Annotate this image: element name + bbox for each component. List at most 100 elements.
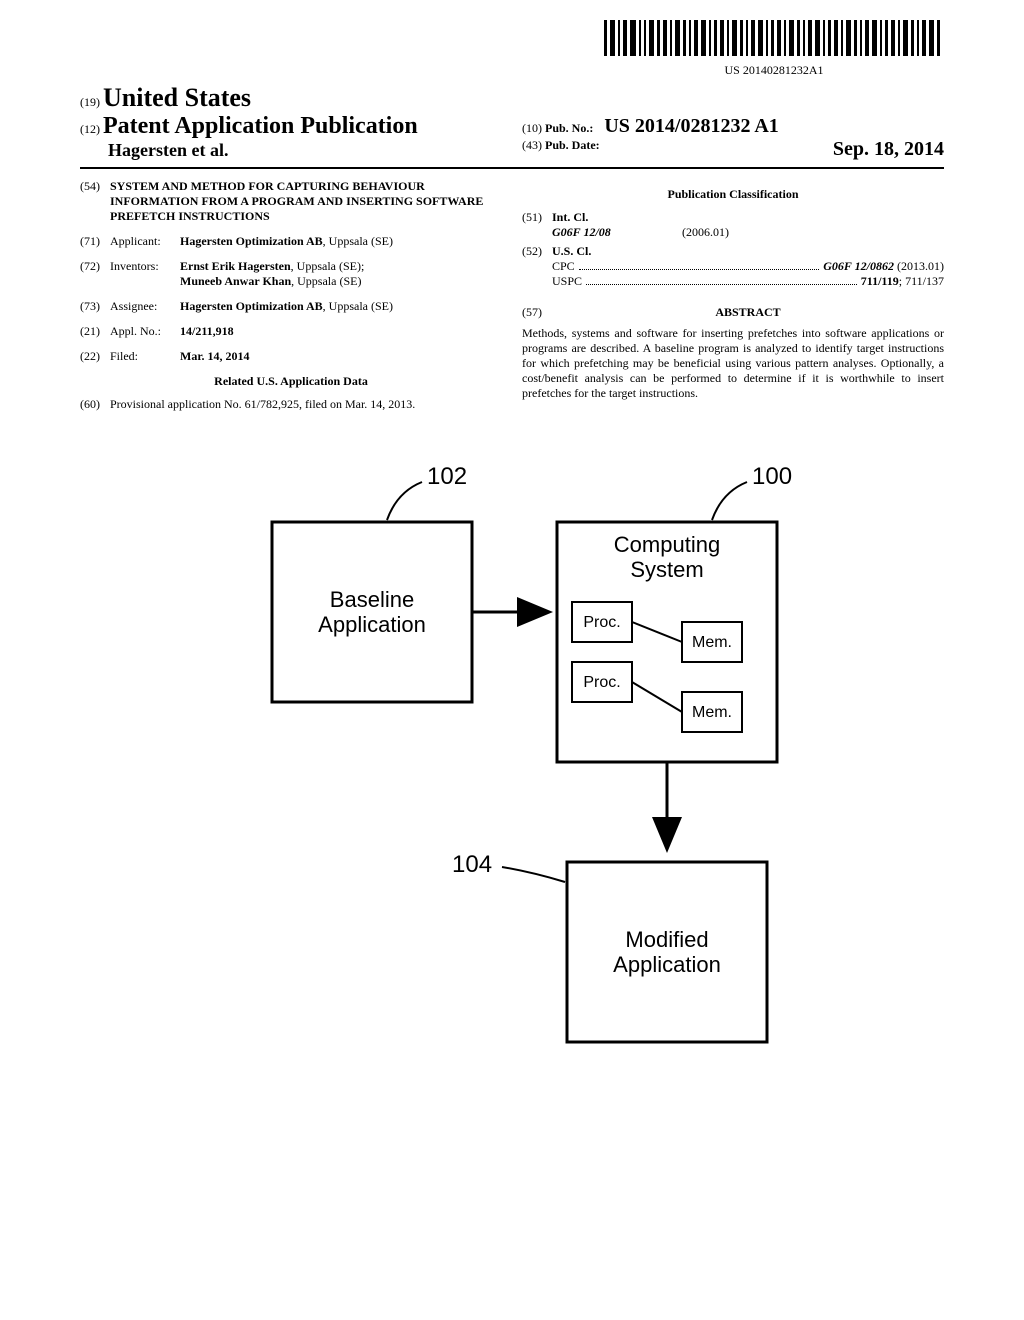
cpc-dots [579,268,820,270]
cpc-row: CPC G06F 12/0862 (2013.01) [552,259,944,274]
header-row: (19) United States (12) Patent Applicati… [80,83,944,169]
ref104-text: 104 [452,851,492,878]
pub-no-line: (10) Pub. No.: US 2014/0281232 A1 [522,115,944,138]
intcl-body: Int. Cl. G06F 12/08 (2006.01) [552,210,944,242]
intcl-num: (51) [522,210,552,242]
ref100-line [712,482,747,520]
provisional-text: Provisional application No. 61/782,925, … [110,397,502,412]
modified-text1: Modified [625,927,708,952]
assignee-num: (73) [80,299,110,314]
uspc-bold: 711/119 [861,274,899,288]
header-left: (19) United States (12) Patent Applicati… [80,83,502,161]
ref102-text: 102 [427,463,467,490]
barcode-text: US 20140281232A1 [604,63,944,78]
ref102-line [387,482,422,520]
pub-date-value: Sep. 18, 2014 [833,138,944,161]
country-line: (19) United States [80,83,502,113]
applno-value: 14/211,918 [180,324,502,339]
computing-text2: System [630,557,703,582]
filed-num: (22) [80,349,110,364]
intcl-code: G06F 12/08 [552,225,642,240]
intcl-class-row: G06F 12/08 (2006.01) [552,225,944,240]
barcode: US 20140281232A1 [604,20,944,78]
country-name: United States [103,83,251,112]
main-columns: (54) SYSTEM AND METHOD FOR CAPTURING BEH… [80,179,944,422]
abstract-num: (57) [522,305,552,320]
proc1-text: Proc. [583,614,620,631]
country-code: (19) [80,95,100,109]
uspc-label: USPC [552,274,582,289]
assignee-row: (73) Assignee: Hagersten Optimization AB… [80,299,502,314]
uscl-body: U.S. Cl. CPC G06F 12/0862 (2013.01) USPC… [552,244,944,289]
modified-text2: Application [613,952,721,977]
baseline-text1: Baseline [330,587,414,612]
header-right: (10) Pub. No.: US 2014/0281232 A1 (43) P… [502,115,944,161]
applno-label: Appl. No.: [110,324,180,339]
related-heading: Related U.S. Application Data [80,374,502,389]
filed-row: (22) Filed: Mar. 14, 2014 [80,349,502,364]
proc2-text: Proc. [583,674,620,691]
barcode-svg [604,20,944,56]
inventors-row: (72) Inventors: Ernst Erik Hagersten, Up… [80,259,502,289]
pub-type: Patent Application Publication [103,113,418,139]
abstract-header: (57) ABSTRACT [522,305,944,320]
applicant-row: (71) Applicant: Hagersten Optimization A… [80,234,502,249]
assignee-label: Assignee: [110,299,180,314]
uscl-row: (52) U.S. Cl. CPC G06F 12/0862 (2013.01)… [522,244,944,289]
intcl-row: (51) Int. Cl. G06F 12/08 (2006.01) [522,210,944,242]
applicant-rest: , Uppsala (SE) [323,234,393,248]
intcl-year: (2006.01) [642,225,944,240]
uspc-dots [586,283,857,285]
title-text: SYSTEM AND METHOD FOR CAPTURING BEHAVIOU… [110,179,502,224]
mem1-text: Mem. [692,634,732,651]
inventors-value: Ernst Erik Hagersten, Uppsala (SE); Mune… [180,259,502,289]
abstract-text: Methods, systems and software for insert… [522,326,944,401]
barcode-area: US 20140281232A1 [80,20,944,79]
cpc-val: G06F 12/0862 (2013.01) [823,259,944,274]
title-num: (54) [80,179,110,224]
assignee-bold: Hagersten Optimization AB [180,299,323,313]
baseline-text2: Application [318,612,426,637]
inventor-lastname: Hagersten et al. [108,140,502,161]
inventor1-bold: Ernst Erik Hagersten [180,259,291,273]
pub-no-label: Pub. No.: [545,121,593,135]
uscl-num: (52) [522,244,552,289]
pub-type-line: (12) Patent Application Publication [80,113,502,140]
cpc-rest: (2013.01) [894,259,944,273]
intcl-label: Int. Cl. [552,210,944,225]
pub-no-code: (10) [522,121,542,135]
computing-text1: Computing [614,532,720,557]
ref104-line [502,867,565,882]
uspc-rest: ; 711/137 [899,274,944,288]
figure-svg: Baseline Application 102 Computing Syste… [212,452,812,1072]
ref100-text: 100 [752,463,792,490]
inventors-label: Inventors: [110,259,180,289]
mem2-text: Mem. [692,704,732,721]
pub-type-code: (12) [80,122,100,136]
left-column: (54) SYSTEM AND METHOD FOR CAPTURING BEH… [80,179,502,422]
inventor1-rest: , Uppsala (SE); [291,259,365,273]
assignee-value: Hagersten Optimization AB, Uppsala (SE) [180,299,502,314]
pub-date-label: Pub. Date: [545,138,600,152]
applicant-bold: Hagersten Optimization AB [180,234,323,248]
assignee-rest: , Uppsala (SE) [323,299,393,313]
uspc-val: 711/119; 711/137 [861,274,944,289]
cpc-label: CPC [552,259,575,274]
inventor2-bold: Muneeb Anwar Khan [180,274,291,288]
uscl-label: U.S. Cl. [552,244,944,259]
inventor2-rest: , Uppsala (SE) [291,274,361,288]
provisional-num: (60) [80,397,110,412]
uspc-row: USPC 711/119; 711/137 [552,274,944,289]
applno-row: (21) Appl. No.: 14/211,918 [80,324,502,339]
filed-label: Filed: [110,349,180,364]
inventors-num: (72) [80,259,110,289]
pub-no-value: US 2014/0281232 A1 [604,115,778,137]
applicant-num: (71) [80,234,110,249]
applicant-label: Applicant: [110,234,180,249]
figure-area: Baseline Application 102 Computing Syste… [80,452,944,1072]
pub-date-line: (43) Pub. Date: Sep. 18, 2014 [522,138,944,161]
applno-num: (21) [80,324,110,339]
abstract-heading: ABSTRACT [552,305,944,320]
applicant-value: Hagersten Optimization AB, Uppsala (SE) [180,234,502,249]
title-row: (54) SYSTEM AND METHOD FOR CAPTURING BEH… [80,179,502,224]
